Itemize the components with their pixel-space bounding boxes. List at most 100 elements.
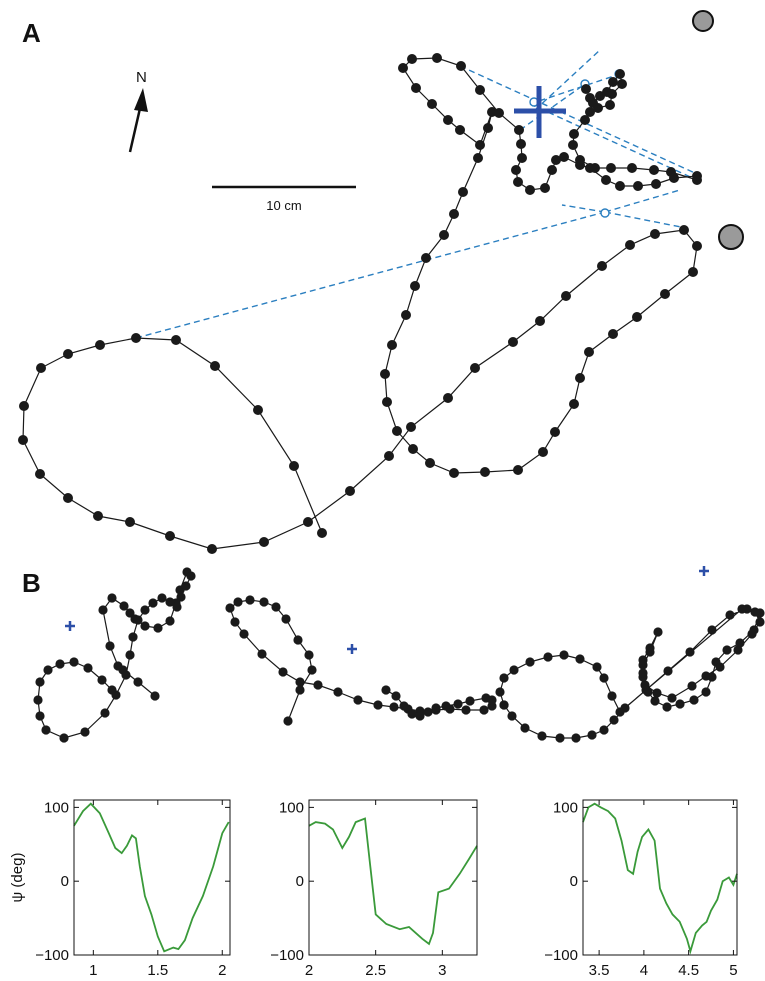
trajectory-point bbox=[107, 593, 117, 603]
trajectory-point bbox=[283, 716, 293, 726]
trajectory-point bbox=[398, 63, 408, 73]
trajectory-point bbox=[80, 727, 90, 737]
trajectory-point bbox=[35, 469, 45, 479]
trajectory-point bbox=[597, 261, 607, 271]
trajectory-point bbox=[171, 335, 181, 345]
trajectory-point bbox=[307, 665, 317, 675]
trajectory-point bbox=[353, 695, 363, 705]
trajectory-a bbox=[18, 53, 702, 554]
trajectory-point bbox=[571, 733, 581, 743]
trajectory-point bbox=[271, 602, 281, 612]
trajectory-point bbox=[650, 229, 660, 239]
trajectory-point bbox=[747, 629, 757, 639]
trajectory-point bbox=[660, 289, 670, 299]
trajectory-point bbox=[411, 83, 421, 93]
trajectory-point bbox=[304, 650, 314, 660]
trajectory-point bbox=[345, 486, 355, 496]
trajectory-point bbox=[561, 291, 571, 301]
trajectory-point bbox=[473, 153, 483, 163]
trajectory-point bbox=[499, 673, 509, 683]
trajectory-point bbox=[499, 700, 509, 710]
y-tick-label: 0 bbox=[296, 873, 304, 890]
trajectory-point bbox=[153, 623, 163, 633]
trajectory-point bbox=[547, 165, 557, 175]
trajectory-point bbox=[176, 592, 186, 602]
trajectory-point bbox=[601, 175, 611, 185]
trajectory-point bbox=[483, 123, 493, 133]
trajectory-point bbox=[100, 708, 110, 718]
north-label: N bbox=[136, 69, 147, 86]
trajectory-point bbox=[733, 645, 743, 655]
trajectory-point bbox=[509, 665, 519, 675]
trajectory-point bbox=[239, 629, 249, 639]
trajectory-point bbox=[233, 597, 243, 607]
trajectory-point bbox=[750, 607, 760, 617]
trajectory-point bbox=[423, 707, 433, 717]
trajectory-point bbox=[633, 181, 643, 191]
trajectory-point bbox=[513, 465, 523, 475]
heading-trace bbox=[308, 817, 478, 946]
y-tick-label: 0 bbox=[61, 873, 69, 890]
trajectory-point bbox=[593, 103, 603, 113]
trajectory-point bbox=[475, 140, 485, 150]
trajectory-point bbox=[259, 597, 269, 607]
trajectory-point bbox=[679, 225, 689, 235]
trajectory-point bbox=[289, 461, 299, 471]
x-tick-label: 1 bbox=[89, 962, 97, 979]
scale-bar-label: 10 cm bbox=[266, 198, 301, 213]
trajectory-point bbox=[592, 662, 602, 672]
trajectory-point bbox=[384, 451, 394, 461]
trajectory-point bbox=[439, 230, 449, 240]
trajectory-point bbox=[421, 253, 431, 263]
trajectory-point bbox=[555, 733, 565, 743]
trajectory-point bbox=[453, 699, 463, 709]
trajectory-point bbox=[666, 167, 676, 177]
trajectory-point bbox=[465, 696, 475, 706]
trajectory-point bbox=[605, 100, 615, 110]
trajectory-point bbox=[559, 650, 569, 660]
trajectory-point bbox=[98, 605, 108, 615]
trajectory-point bbox=[715, 662, 725, 672]
trajectory-point bbox=[207, 544, 217, 554]
trajectory-point bbox=[645, 643, 655, 653]
landmark-right bbox=[718, 224, 744, 250]
x-tick-label: 5 bbox=[729, 962, 737, 979]
trajectory-point bbox=[415, 711, 425, 721]
trajectory-point bbox=[407, 54, 417, 64]
trajectory-point bbox=[663, 666, 673, 676]
trajectory-point bbox=[508, 337, 518, 347]
trajectory-point bbox=[380, 369, 390, 379]
trajectory-point bbox=[689, 695, 699, 705]
trajectory-point bbox=[125, 650, 135, 660]
trajectory-point bbox=[692, 175, 702, 185]
trajectory-point bbox=[427, 99, 437, 109]
trajectory-point bbox=[569, 129, 579, 139]
trajectory-point bbox=[303, 517, 313, 527]
trajectory-point bbox=[625, 240, 635, 250]
trajectory-point bbox=[640, 680, 650, 690]
landmark-top bbox=[692, 10, 714, 32]
trajectory-point bbox=[581, 84, 591, 94]
axes-box bbox=[582, 799, 738, 956]
heading-trace bbox=[73, 802, 230, 953]
trajectory-point bbox=[627, 163, 637, 173]
trajectory-point bbox=[480, 467, 490, 477]
trajectory-point bbox=[186, 571, 196, 581]
trajectory-point bbox=[259, 537, 269, 547]
trajectory-point bbox=[295, 677, 305, 687]
trajectory-point bbox=[406, 422, 416, 432]
trajectory-point bbox=[281, 614, 291, 624]
y-tick-label: −100 bbox=[35, 947, 69, 964]
plus-marker-2 bbox=[347, 644, 357, 654]
trajectory-point bbox=[511, 165, 521, 175]
trajectory-point bbox=[140, 621, 150, 631]
x-tick-label: 2 bbox=[305, 962, 313, 979]
trajectory-point bbox=[575, 373, 585, 383]
trajectory-point bbox=[18, 435, 28, 445]
plus-marker-3 bbox=[699, 566, 709, 576]
trajectory-point bbox=[725, 610, 735, 620]
trajectory-point bbox=[535, 316, 545, 326]
heading-trace bbox=[582, 802, 738, 955]
trajectory-point bbox=[133, 677, 143, 687]
